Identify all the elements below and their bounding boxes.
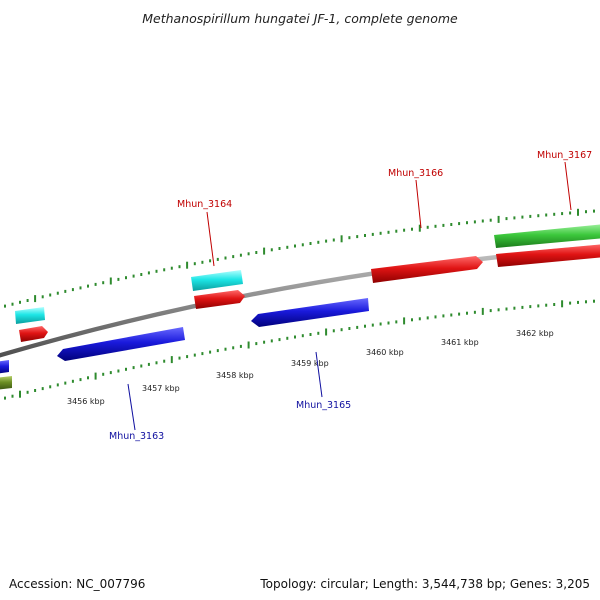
gene-label-mhun-3166[interactable]: Mhun_3166 bbox=[388, 168, 443, 179]
gene-mhun-3166[interactable] bbox=[371, 256, 483, 283]
rna-feature-left[interactable] bbox=[15, 307, 45, 324]
green-feature-partial-left[interactable] bbox=[0, 376, 12, 390]
green-feature-right[interactable] bbox=[494, 224, 600, 248]
gene-label-mhun-3163[interactable]: Mhun_3163 bbox=[109, 431, 164, 442]
tick-label: 3456 kbp bbox=[67, 397, 105, 406]
tick-label: 3460 kbp bbox=[366, 348, 404, 357]
tick-label: 3459 kbp bbox=[291, 359, 329, 368]
rna-feature-upper[interactable] bbox=[191, 270, 243, 291]
gene-label-mhun-3165[interactable]: Mhun_3165 bbox=[296, 400, 351, 411]
gene-mhun-3167[interactable] bbox=[496, 244, 600, 267]
tick-label: 3462 kbp bbox=[516, 329, 554, 338]
leader-line bbox=[315, 351, 323, 398]
genome-title: Methanospirillum hungatei JF-1, complete… bbox=[142, 11, 458, 26]
leader-line bbox=[415, 179, 422, 229]
gene-label-mhun-3167[interactable]: Mhun_3167 bbox=[537, 150, 592, 161]
leader-line bbox=[206, 211, 215, 267]
genome-summary-text: Topology: circular; Length: 3,544,738 bp… bbox=[260, 577, 590, 591]
gene-mhun-3164[interactable] bbox=[194, 290, 245, 309]
inner-tick-track bbox=[4, 299, 595, 400]
gene-mhun-3163[interactable] bbox=[57, 327, 185, 361]
tick-label: 3457 kbp bbox=[142, 384, 180, 393]
gene-label-mhun-3164[interactable]: Mhun_3164 bbox=[177, 199, 232, 210]
tick-label: 3458 kbp bbox=[216, 371, 254, 380]
outer-tick-track bbox=[4, 208, 595, 308]
gene-mhun-3165[interactable] bbox=[251, 298, 369, 327]
tick-label: 3461 kbp bbox=[441, 338, 479, 347]
cds-feature-left-forward[interactable] bbox=[19, 326, 48, 342]
accession-text: Accession: NC_007796 bbox=[9, 577, 146, 591]
leader-line bbox=[127, 383, 136, 431]
leader-line bbox=[564, 161, 572, 211]
cds-feature-partial-left[interactable] bbox=[0, 360, 9, 374]
